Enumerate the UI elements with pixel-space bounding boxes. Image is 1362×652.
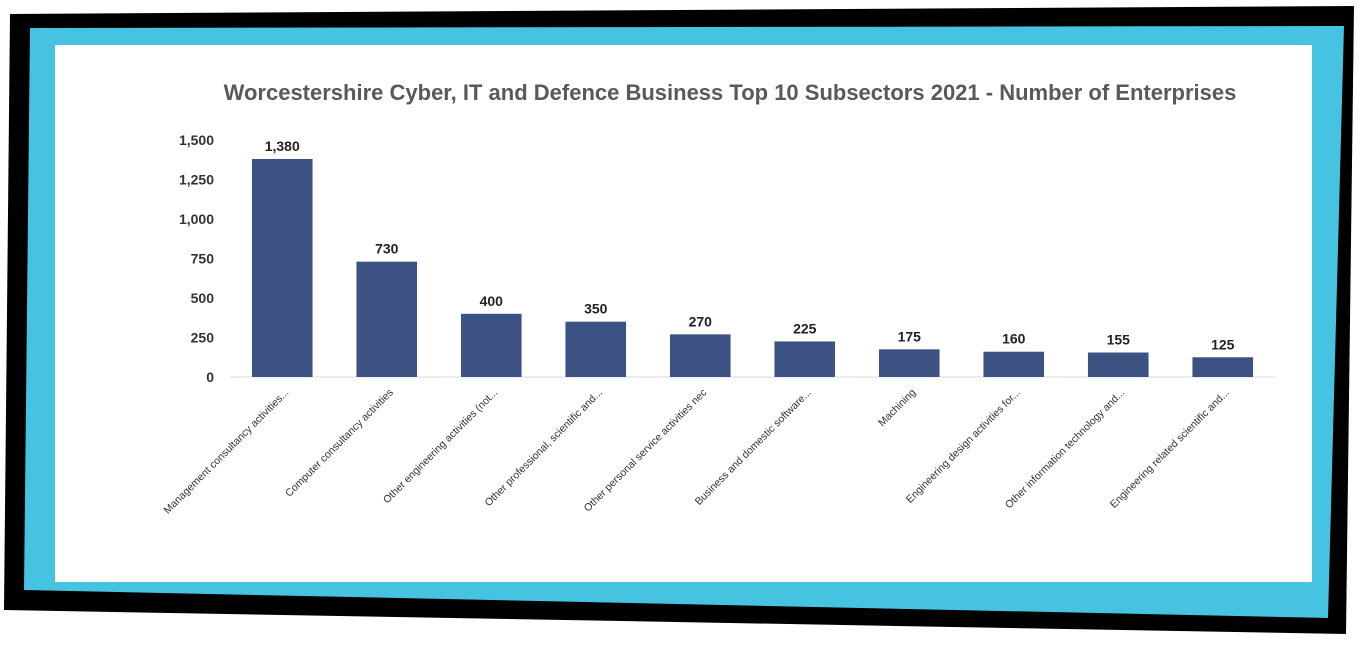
- data-label: 270: [689, 313, 713, 329]
- data-label: 175: [898, 328, 922, 344]
- data-label: 350: [584, 301, 608, 317]
- bar: [356, 261, 418, 377]
- y-tick-label: 1,250: [179, 172, 214, 188]
- y-tick-label: 500: [191, 290, 215, 306]
- bar: [878, 349, 940, 377]
- y-axis: 0 250 500 750 1,000 1,250 1,500: [179, 132, 214, 385]
- y-tick-label: 250: [191, 330, 215, 346]
- bar: [460, 313, 522, 377]
- y-tick-label: 750: [191, 251, 215, 267]
- bar: [1087, 352, 1149, 377]
- bar: [669, 334, 731, 377]
- data-label: 730: [375, 241, 399, 257]
- data-label: 160: [1002, 331, 1026, 347]
- bar: [774, 341, 836, 377]
- bar: [565, 321, 627, 377]
- y-tick-label: 1,500: [179, 132, 214, 148]
- data-label: 1,380: [265, 138, 300, 154]
- bar: [983, 351, 1045, 377]
- data-label: 155: [1107, 332, 1131, 348]
- bar: [251, 158, 313, 377]
- data-labels-group: 1,380 730 400 350 270 225 175 160 155 125: [265, 138, 1235, 352]
- bars-group: [251, 158, 1254, 377]
- y-tick-label: 0: [206, 369, 214, 385]
- chart-title: Worcestershire Cyber, IT and Defence Bus…: [224, 80, 1237, 105]
- y-tick-label: 1,000: [179, 211, 214, 227]
- data-label: 125: [1211, 336, 1235, 352]
- bar: [1192, 357, 1254, 377]
- data-label: 400: [480, 293, 504, 309]
- data-label: 225: [793, 320, 817, 336]
